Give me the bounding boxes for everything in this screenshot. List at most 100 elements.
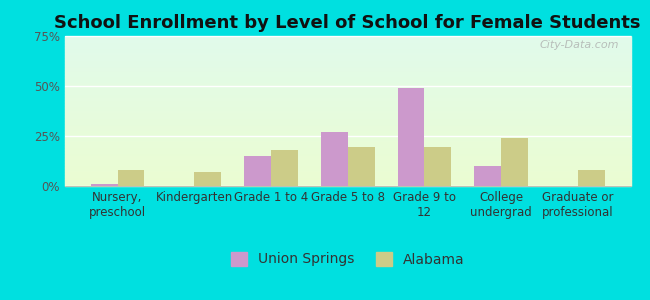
Bar (65, 103, 630, 105)
Bar (271, 150, 298, 186)
Bar (424, 147, 451, 186)
Bar (65, 160, 630, 162)
Bar (65, 176, 630, 177)
Bar (65, 158, 630, 159)
Bar (65, 112, 630, 114)
Bar (65, 162, 630, 164)
Bar (65, 40, 630, 42)
Bar (65, 142, 630, 144)
Bar (65, 75, 630, 76)
Bar (91, 184, 118, 186)
Bar (65, 136, 630, 138)
Bar (65, 134, 630, 135)
Bar (65, 105, 630, 106)
Bar (65, 147, 630, 148)
Text: City-Data.com: City-Data.com (540, 40, 619, 50)
Bar (65, 87, 630, 88)
Bar (65, 56, 630, 57)
Bar (65, 126, 630, 128)
Bar (65, 99, 630, 100)
Bar (65, 148, 630, 150)
Bar (65, 169, 630, 171)
Bar (65, 88, 630, 90)
Bar (65, 92, 630, 93)
Bar (65, 61, 630, 63)
Bar (65, 146, 630, 147)
Bar (65, 78, 630, 80)
Bar (65, 111, 630, 112)
Bar (65, 51, 630, 52)
Bar (65, 58, 630, 60)
Bar (65, 48, 630, 50)
Bar (65, 182, 630, 183)
Bar (65, 172, 630, 174)
Bar (348, 147, 374, 186)
Bar (65, 60, 630, 61)
Bar (65, 66, 630, 68)
Bar (65, 153, 630, 154)
Bar (578, 170, 604, 186)
Bar (65, 42, 630, 44)
Bar (65, 152, 630, 153)
Bar (474, 166, 501, 186)
Bar (65, 130, 630, 132)
Bar (65, 183, 630, 184)
Bar (65, 63, 630, 64)
Bar (194, 172, 221, 186)
Bar (65, 106, 630, 108)
Bar (65, 69, 630, 70)
Bar (321, 132, 348, 186)
Bar (65, 39, 630, 40)
Bar (65, 159, 630, 160)
Bar (65, 184, 630, 186)
Bar (65, 74, 630, 75)
Bar (65, 96, 630, 98)
Bar (65, 81, 630, 82)
Bar (65, 128, 630, 129)
Bar (65, 141, 630, 142)
Bar (65, 80, 630, 81)
Bar (65, 167, 630, 168)
Bar (65, 123, 630, 124)
Bar (65, 94, 630, 96)
Bar (65, 154, 630, 156)
Bar (65, 135, 630, 136)
Bar (65, 140, 630, 141)
Bar (65, 117, 630, 118)
Bar (65, 93, 630, 94)
Bar (65, 44, 630, 45)
Bar (65, 36, 630, 38)
Bar (65, 180, 630, 182)
Bar (65, 168, 630, 170)
Bar (65, 98, 630, 99)
Bar (65, 68, 630, 69)
Bar (65, 118, 630, 120)
Bar (65, 46, 630, 48)
Bar (65, 164, 630, 165)
Bar (65, 45, 630, 46)
Bar (65, 54, 630, 56)
Bar (65, 82, 630, 84)
Bar (65, 72, 630, 74)
Bar (65, 50, 630, 51)
Bar (65, 124, 630, 126)
Bar (65, 114, 630, 116)
Bar (65, 120, 630, 122)
Bar (65, 90, 630, 92)
Bar (65, 138, 630, 140)
Bar (65, 84, 630, 86)
Bar (65, 129, 630, 130)
Bar (65, 100, 630, 102)
Bar (65, 165, 630, 166)
Bar (65, 132, 630, 134)
Bar (65, 171, 630, 172)
Bar (65, 64, 630, 66)
Bar (65, 150, 630, 152)
Title: School Enrollment by Level of School for Female Students: School Enrollment by Level of School for… (55, 14, 641, 32)
Bar (65, 70, 630, 72)
Bar (65, 178, 630, 180)
Bar (398, 88, 424, 186)
Bar (65, 108, 630, 110)
Bar (118, 170, 144, 186)
Bar (65, 156, 630, 158)
